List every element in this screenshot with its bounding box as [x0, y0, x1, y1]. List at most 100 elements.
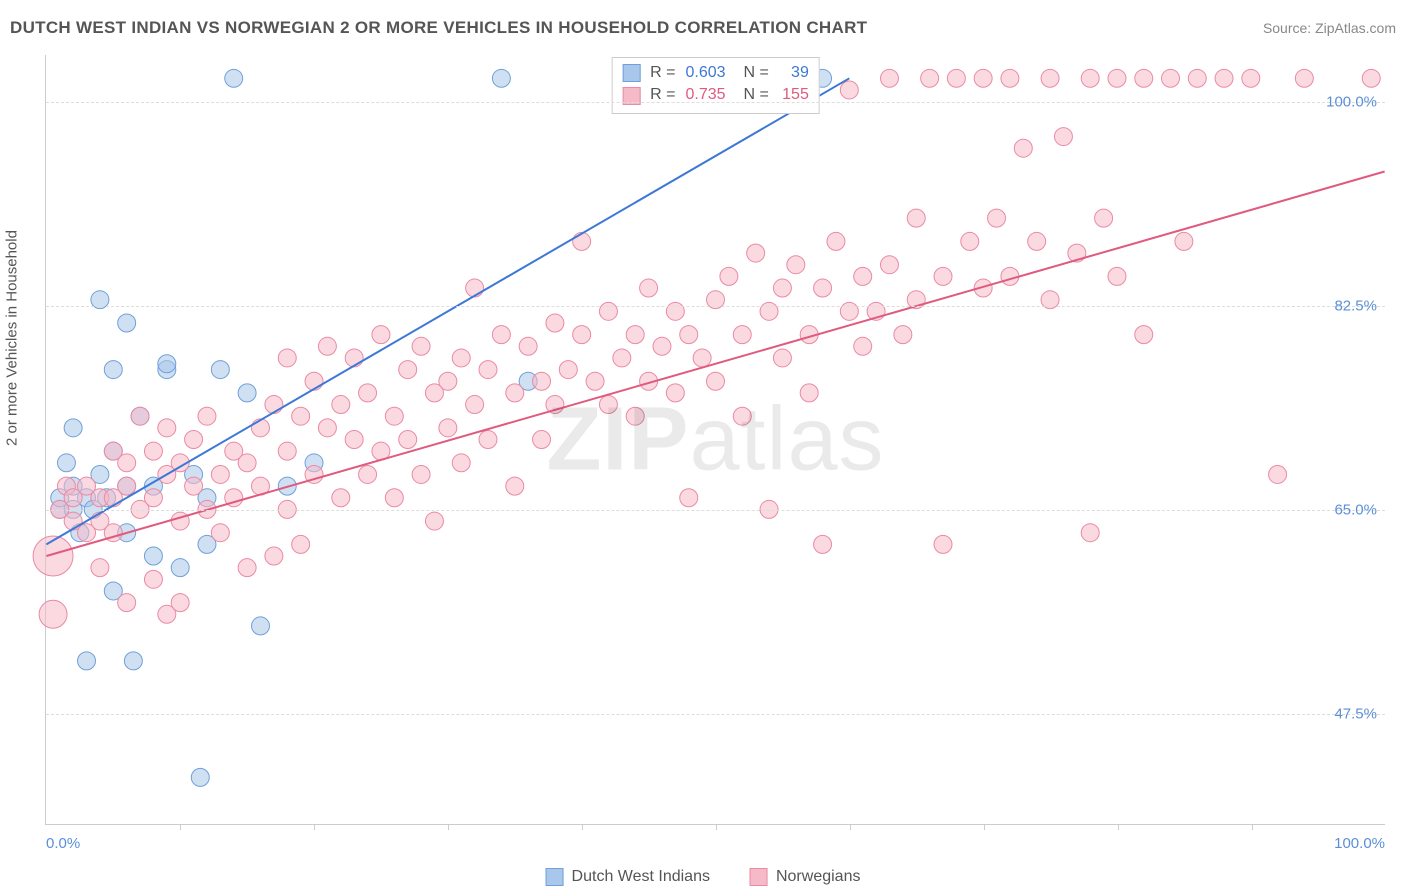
scatter-point [158, 419, 176, 437]
x-tick [314, 824, 315, 830]
scatter-point [305, 372, 323, 390]
scatter-point [332, 396, 350, 414]
scatter-point [211, 465, 229, 483]
scatter-point [1108, 267, 1126, 285]
scatter-point [974, 69, 992, 87]
scatter-point [800, 384, 818, 402]
scatter-point [546, 314, 564, 332]
scatter-point [934, 267, 952, 285]
scatter-point [191, 768, 209, 786]
scatter-point [626, 326, 644, 344]
scatter-point [385, 407, 403, 425]
scatter-point [1135, 326, 1153, 344]
legend-item: Norwegians [750, 868, 860, 886]
n-value: 39 [779, 62, 809, 84]
scatter-point [131, 407, 149, 425]
scatter-point [1175, 232, 1193, 250]
scatter-point [118, 477, 136, 495]
scatter-point [238, 454, 256, 472]
scatter-point [640, 279, 658, 297]
trend-line [46, 78, 849, 544]
scatter-point [238, 559, 256, 577]
scatter-point [171, 559, 189, 577]
scatter-point [64, 419, 82, 437]
scatter-point [492, 326, 510, 344]
scatter-point [934, 535, 952, 553]
scatter-point [292, 535, 310, 553]
scatter-point [359, 384, 377, 402]
gridline [46, 306, 1385, 307]
scatter-point [586, 372, 604, 390]
gridline [46, 714, 1385, 715]
legend-label: Dutch West Indians [572, 868, 710, 886]
scatter-point [894, 326, 912, 344]
scatter-point [1295, 69, 1313, 87]
scatter-point [1215, 69, 1233, 87]
n-label: N = [744, 62, 769, 84]
scatter-point [144, 570, 162, 588]
legend-label: Norwegians [776, 868, 860, 886]
scatter-point [144, 547, 162, 565]
r-value: 0.603 [686, 62, 734, 84]
scatter-point [318, 337, 336, 355]
scatter-point [506, 477, 524, 495]
chart-svg [46, 55, 1385, 824]
scatter-point [359, 465, 377, 483]
x-tick [984, 824, 985, 830]
chart-legend: Dutch West Indians Norwegians [546, 868, 861, 886]
scatter-point [479, 431, 497, 449]
scatter-point [747, 244, 765, 262]
series-swatch [622, 64, 640, 82]
legend-item: Dutch West Indians [546, 868, 710, 886]
scatter-point [399, 361, 417, 379]
scatter-point [78, 652, 96, 670]
scatter-point [278, 442, 296, 460]
n-label: N = [744, 84, 769, 106]
scatter-point [492, 69, 510, 87]
scatter-point [814, 279, 832, 297]
scatter-point [680, 489, 698, 507]
scatter-point [425, 512, 443, 530]
scatter-point [399, 431, 417, 449]
scatter-point [1081, 524, 1099, 542]
scatter-point [144, 442, 162, 460]
legend-swatch [750, 868, 768, 886]
scatter-point [198, 407, 216, 425]
scatter-point [412, 337, 430, 355]
scatter-point [439, 372, 457, 390]
r-label: R = [650, 62, 675, 84]
scatter-point [1135, 69, 1153, 87]
scatter-point [907, 209, 925, 227]
scatter-point [840, 81, 858, 99]
scatter-point [466, 396, 484, 414]
scatter-point [613, 349, 631, 367]
x-tick [716, 824, 717, 830]
scatter-point [57, 454, 75, 472]
scatter-point [104, 361, 122, 379]
source-attribution: Source: ZipAtlas.com [1263, 20, 1396, 36]
scatter-point [265, 547, 283, 565]
scatter-point [39, 600, 67, 628]
scatter-point [573, 326, 591, 344]
scatter-point [452, 349, 470, 367]
x-tick [850, 824, 851, 830]
scatter-point [1028, 232, 1046, 250]
scatter-point [118, 454, 136, 472]
scatter-point [33, 536, 73, 576]
scatter-point [773, 349, 791, 367]
scatter-point [345, 431, 363, 449]
scatter-point [506, 384, 524, 402]
legend-swatch [546, 868, 564, 886]
scatter-point [1081, 69, 1099, 87]
scatter-point [318, 419, 336, 437]
scatter-point [211, 361, 229, 379]
scatter-point [1095, 209, 1113, 227]
scatter-point [827, 232, 845, 250]
scatter-point [653, 337, 671, 355]
scatter-point [238, 384, 256, 402]
r-label: R = [650, 84, 675, 106]
scatter-point [278, 349, 296, 367]
scatter-point [733, 326, 751, 344]
stats-row: R = 0.603 N = 39 [622, 62, 809, 84]
scatter-point [573, 232, 591, 250]
